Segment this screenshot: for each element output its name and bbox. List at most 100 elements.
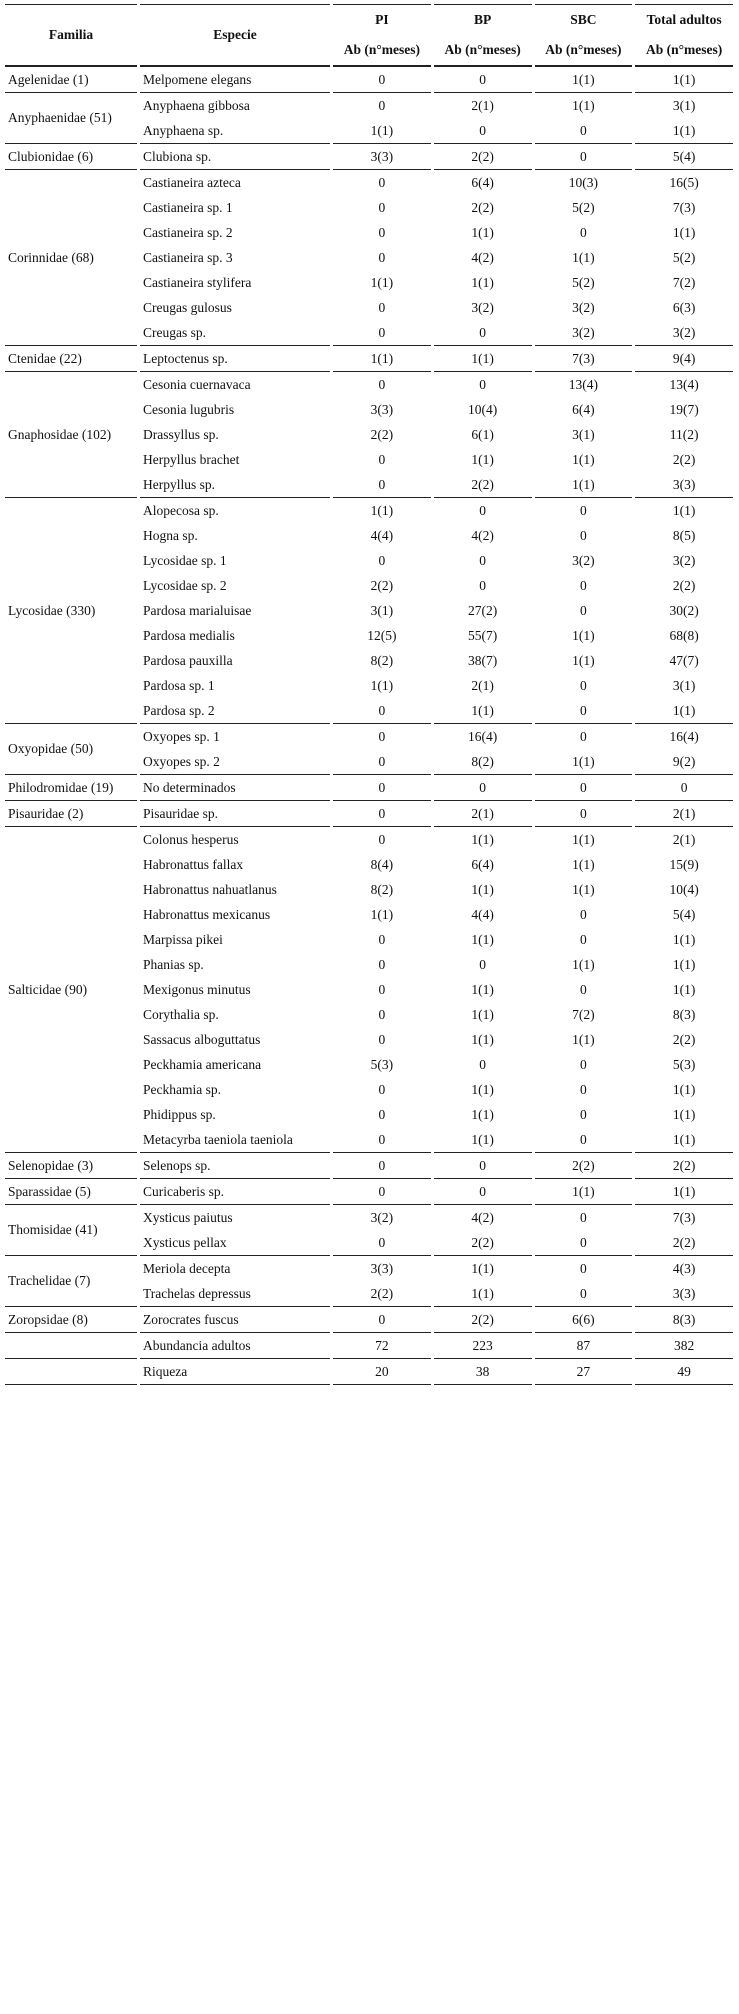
family-cell: Thomisidae (41) [5, 1204, 137, 1255]
value-cell: 2(2) [672, 577, 696, 593]
species-cell: Lycosidae sp. 2 [143, 577, 227, 593]
species-cell: Pardosa marialuisae [143, 602, 252, 618]
species-cell: Metacyrba taeniola taeniola [143, 1131, 293, 1147]
value-cell: 2(1) [471, 677, 494, 693]
value-cell: 3(3) [672, 1285, 696, 1301]
header-site: BP [433, 4, 532, 35]
value-cell: 1(1) [471, 1285, 494, 1301]
family-cell: Lycosidae (330) [5, 497, 137, 723]
table-row: Marpissa pikei 0 1(1) 0 1(1) [5, 927, 733, 952]
value-cell: 2(2) [471, 476, 494, 492]
species-cell: Selenops sp. [140, 1152, 330, 1178]
value-cell: 0 [534, 1204, 633, 1230]
value-cell: 0 [479, 324, 486, 340]
value-cell: 6(4) [572, 401, 595, 417]
value-cell: 1(1) [471, 224, 494, 240]
value-cell: 7(3) [534, 345, 633, 371]
species-cell: Pardosa sp. 1 [143, 677, 215, 693]
header-site: PI [333, 4, 431, 35]
table-row: Castianeira sp. 2 0 1(1) 0 1(1) [5, 220, 733, 245]
species-cell: Curicaberis sp. [140, 1178, 330, 1204]
table-row: Phidippus sp. 0 1(1) 0 1(1) [5, 1102, 733, 1127]
species-cell: Pardosa medialis [143, 627, 235, 643]
family-cell: Philodromidae (19) [5, 774, 137, 800]
value-cell: 6(4) [471, 856, 494, 872]
value-cell: 1(1) [471, 931, 494, 947]
header-familia: Familia [5, 4, 137, 66]
table-row: Anyphaena sp. 1(1) 0 0 1(1) [5, 118, 733, 143]
table-row: Trachelidae (7) Meriola decepta 3(3) 1(1) 0 4… [5, 1255, 733, 1288]
value-cell: 27(2) [468, 602, 498, 618]
value-cell: 11(2) [669, 426, 699, 442]
table-row: Metacyrba taeniola taeniola 0 1(1) 0 1(1) [5, 1127, 733, 1152]
value-cell: 5(2) [672, 249, 696, 265]
value-cell: 0 [378, 1031, 386, 1047]
value-cell: 0 [580, 1285, 587, 1301]
value-cell: 13(4) [635, 371, 733, 397]
family-cell: Anyphaenidae (51) [5, 92, 137, 143]
value-cell: 3(2) [572, 299, 595, 315]
value-cell: 0 [479, 1056, 486, 1072]
value-cell: 4(2) [471, 249, 494, 265]
value-cell: 0 [378, 931, 386, 947]
value-cell: 0 [333, 66, 431, 92]
species-cell: Oxyopes sp. 2 [143, 753, 220, 769]
family-cell: Agelenidae (1) [5, 66, 137, 92]
species-cell: Xysticus pellax [143, 1234, 227, 1250]
value-cell: 1(1) [534, 92, 633, 118]
value-cell: 0 [378, 1131, 386, 1147]
family-cell: Oxyopidae (50) [5, 723, 137, 774]
value-cell: 0 [534, 723, 633, 749]
value-cell: 0 [378, 224, 386, 240]
value-cell: 1(1) [572, 1031, 595, 1047]
table-row: Habronattus mexicanus 1(1) 4(4) 0 5(4) [5, 902, 733, 927]
value-cell: 3(3) [672, 476, 696, 492]
species-cell: Alopecosa sp. [140, 497, 330, 523]
value-cell: 3(1) [635, 92, 733, 118]
value-cell: 1(1) [672, 956, 696, 972]
empty-cell [5, 1358, 137, 1385]
value-cell: 0 [580, 931, 587, 947]
table-row: Castianeira sp. 3 0 4(2) 1(1) 5(2) [5, 245, 733, 270]
species-cell: Pardosa sp. 2 [143, 702, 215, 718]
value-cell: 7(2) [672, 274, 696, 290]
value-cell: 0 [580, 702, 587, 718]
table-row: Cesonia lugubris 3(3) 10(4) 6(4) 19(7) [5, 397, 733, 422]
value-cell: 1(1) [572, 476, 595, 492]
value-cell: 0 [378, 753, 386, 769]
value-cell: 4(3) [635, 1255, 733, 1281]
value-cell: 0 [378, 299, 386, 315]
species-cell: Lycosidae sp. 1 [143, 552, 227, 568]
species-cell: Zorocrates fuscus [140, 1306, 330, 1332]
value-cell: 0 [378, 552, 386, 568]
species-cell: Castianeira stylifera [143, 274, 252, 290]
value-cell: 382 [635, 1332, 733, 1358]
table-row: Creugas sp. 0 0 3(2) 3(2) [5, 320, 733, 345]
value-cell: 8(4) [370, 856, 394, 872]
value-cell: 5(3) [672, 1056, 696, 1072]
value-cell: 2(2) [471, 1234, 494, 1250]
value-cell: 6(4) [433, 169, 532, 195]
value-cell: 0 [479, 122, 486, 138]
table-row: Sparassidae (5) Curicaberis sp. 0 0 1(1) 1(1) [5, 1178, 733, 1204]
value-cell: 72 [333, 1332, 431, 1358]
value-cell: 2(1) [635, 826, 733, 852]
value-cell: 1(1) [672, 1131, 696, 1147]
header-unit: Ab (n°meses) [534, 35, 633, 66]
species-cell: Melpomene elegans [140, 66, 330, 92]
value-cell: 0 [580, 1081, 587, 1097]
value-cell: 2(2) [370, 426, 394, 442]
value-cell: 9(2) [672, 753, 696, 769]
table-row: Herpyllus sp. 0 2(2) 1(1) 3(3) [5, 472, 733, 497]
value-cell: 0 [378, 476, 386, 492]
value-cell: 0 [333, 371, 431, 397]
value-cell: 30(2) [669, 602, 699, 618]
value-cell: 1(1) [672, 1106, 696, 1122]
table-body: Agelenidae (1) Melpomene elegans 0 0 1(1) 1(1… [5, 66, 733, 1385]
value-cell: 0 [580, 122, 587, 138]
value-cell: 3(2) [672, 552, 696, 568]
species-cell: Anyphaena gibbosa [140, 92, 330, 118]
header-especie: Especie [140, 4, 330, 66]
value-cell: 0 [378, 1234, 386, 1250]
table-row: Gnaphosidae (102) Cesonia cuernavaca 0 0 13(… [5, 371, 733, 442]
